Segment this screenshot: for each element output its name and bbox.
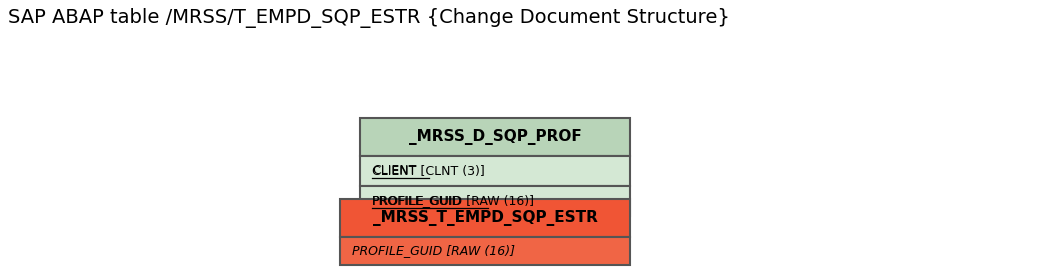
FancyBboxPatch shape (360, 118, 630, 156)
Text: _MRSS_T_EMPD_SQP_ESTR: _MRSS_T_EMPD_SQP_ESTR (372, 210, 597, 226)
Text: CLIENT [CLNT (3)]: CLIENT [CLNT (3)] (372, 164, 485, 178)
Text: PROFILE_GUID [RAW (16)]: PROFILE_GUID [RAW (16)] (352, 244, 514, 257)
Text: CLIENT: CLIENT (372, 164, 417, 178)
Text: PROFILE_GUID [RAW (16)]: PROFILE_GUID [RAW (16)] (372, 195, 534, 208)
Text: _MRSS_D_SQP_PROF: _MRSS_D_SQP_PROF (408, 129, 581, 145)
FancyBboxPatch shape (360, 186, 630, 216)
FancyBboxPatch shape (340, 199, 630, 237)
Text: PROFILE_GUID: PROFILE_GUID (372, 195, 462, 208)
FancyBboxPatch shape (340, 237, 630, 265)
FancyBboxPatch shape (360, 156, 630, 186)
Text: SAP ABAP table /MRSS/T_EMPD_SQP_ESTR {Change Document Structure}: SAP ABAP table /MRSS/T_EMPD_SQP_ESTR {Ch… (9, 8, 730, 28)
